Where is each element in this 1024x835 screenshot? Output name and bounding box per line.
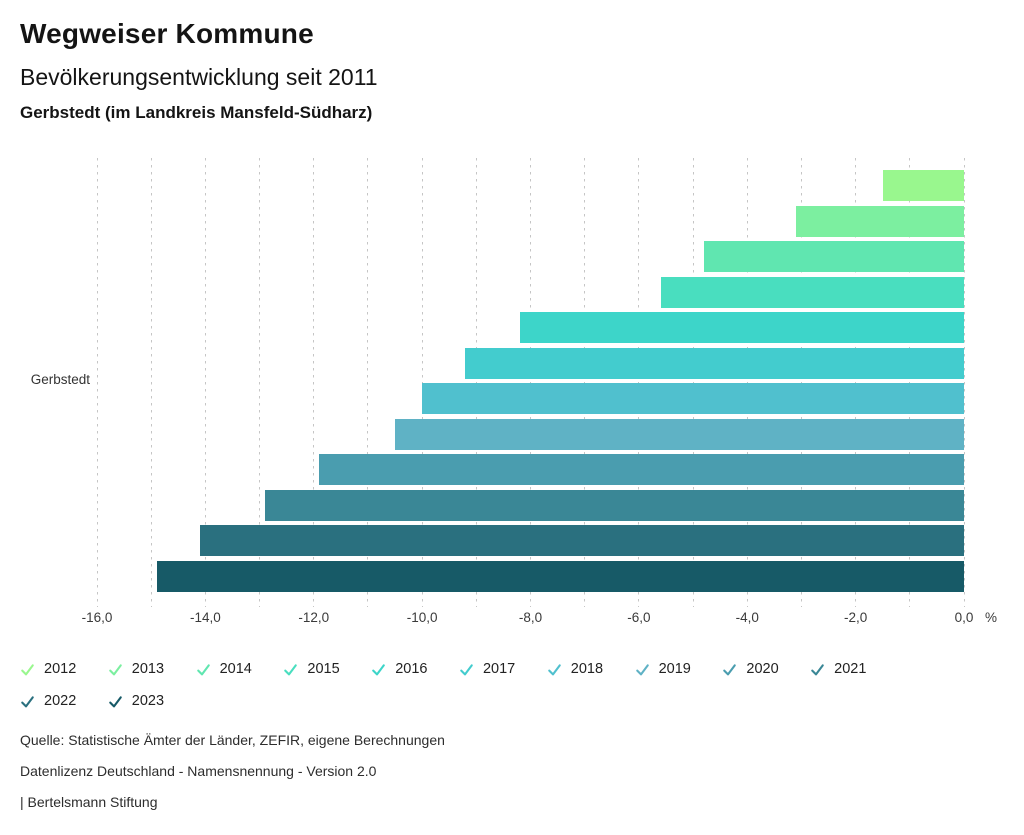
chart-title: Bevölkerungsentwicklung seit 2011 (20, 64, 378, 90)
x-tick-label: -6,0 (627, 610, 651, 625)
x-tick-label: -2,0 (843, 610, 868, 625)
legend-year-label: 2015 (307, 661, 340, 677)
x-axis-unit-label: % (984, 610, 998, 625)
bar-2020[interactable] (319, 454, 964, 485)
legend-item-2023[interactable]: 2023 (108, 691, 196, 711)
legend-year-label: 2020 (746, 661, 779, 677)
legend-year-label: 2021 (834, 661, 867, 677)
legend-year-label: 2019 (658, 661, 691, 677)
legend-year-label: 2013 (131, 661, 165, 677)
check-icon (108, 695, 122, 707)
legend-item-2017[interactable]: 2017 (459, 659, 547, 679)
gridline (584, 158, 586, 607)
check-icon (108, 663, 122, 675)
gridline (367, 158, 369, 607)
plot-area (96, 158, 965, 607)
bar-2017[interactable] (465, 347, 964, 379)
y-axis-category-label: Gerbstedt (30, 372, 90, 387)
legend-item-2022[interactable]: 2022 (20, 691, 108, 711)
check-icon (21, 663, 34, 675)
bar-2023[interactable] (156, 560, 964, 592)
x-tick-label: -8,0 (518, 610, 543, 625)
gridline (530, 158, 531, 607)
x-tick-label: 0,0 (954, 610, 974, 625)
gridline (692, 158, 694, 607)
check-icon (372, 663, 385, 675)
x-tick-label: -12,0 (298, 610, 330, 625)
legend-item-2015[interactable]: 2015 (283, 659, 371, 679)
legend-item-2013[interactable]: 2013 (108, 659, 196, 679)
bar-2012[interactable] (882, 170, 964, 201)
legend-item-2021[interactable]: 2021 (810, 659, 898, 679)
gridline (475, 158, 477, 607)
gridline (150, 158, 152, 607)
bar-2018[interactable] (422, 383, 964, 414)
x-axis: -16,0 -14,0 -12,0 -10,0 -8,0 -6,0 -4,0 -2,0 0,0% (82, 610, 1024, 630)
check-icon (284, 663, 298, 675)
bar-2014[interactable] (703, 241, 964, 272)
x-tick-label: -16,0 (81, 610, 113, 625)
legend: 2012 2013 2014 2015 2016 2017 2018 2019 2020 2021… (20, 659, 940, 723)
legend-item-2012[interactable]: 2012 (20, 659, 108, 679)
source-note: Quelle: Statistische Ämter der Länder, Z… (20, 732, 445, 748)
check-icon (811, 663, 824, 675)
legend-year-label: 2012 (44, 661, 77, 677)
region-subtitle: Gerbstedt (im Landkreis Mansfeld-Südharz… (20, 103, 373, 122)
legend-year-label: 2022 (44, 693, 77, 709)
gridline (746, 158, 748, 607)
check-icon (196, 663, 210, 675)
bar-2013[interactable] (796, 205, 964, 237)
bar-2016[interactable] (519, 312, 964, 343)
gridline (421, 158, 423, 607)
legend-item-2019[interactable]: 2019 (635, 659, 723, 679)
legend-year-label: 2017 (482, 661, 516, 677)
legend-year-label: 2018 (570, 661, 604, 677)
footer: Quelle: Statistische Ämter der Länder, Z… (20, 732, 445, 825)
bar-2021[interactable] (264, 489, 964, 521)
gridline (96, 158, 98, 607)
gridline (313, 158, 315, 607)
legend-item-2018[interactable]: 2018 (547, 659, 635, 679)
legend-item-2020[interactable]: 2020 (722, 659, 810, 679)
x-tick-label: -4,0 (735, 610, 759, 625)
gridline (259, 158, 261, 607)
gridline (638, 158, 640, 607)
bar-2019[interactable] (395, 418, 964, 450)
legend-year-label: 2014 (219, 661, 252, 677)
check-icon (21, 695, 34, 707)
gridline (204, 158, 206, 607)
x-tick-label: -14,0 (189, 610, 221, 625)
check-icon (723, 663, 737, 675)
x-tick-label: -10,0 (406, 610, 438, 625)
bar-2015[interactable] (660, 276, 964, 308)
attribution-note: | Bertelsmann Stiftung (20, 794, 158, 810)
gridline (800, 158, 802, 607)
check-icon (635, 663, 649, 675)
check-icon (460, 663, 473, 675)
legend-year-label: 2023 (131, 693, 165, 709)
gridline (963, 158, 965, 607)
bar-2022[interactable] (199, 525, 964, 556)
legend-item-2016[interactable]: 2016 (371, 659, 459, 679)
gridline (909, 158, 911, 607)
legend-item-2014[interactable]: 2014 (196, 659, 284, 679)
gridline (855, 158, 857, 607)
check-icon (547, 663, 561, 675)
legend-year-label: 2016 (395, 661, 428, 677)
license-note: Datenlizenz Deutschland - Namensnennung … (20, 763, 377, 779)
app-title: Wegweiser Kommune (20, 18, 314, 49)
